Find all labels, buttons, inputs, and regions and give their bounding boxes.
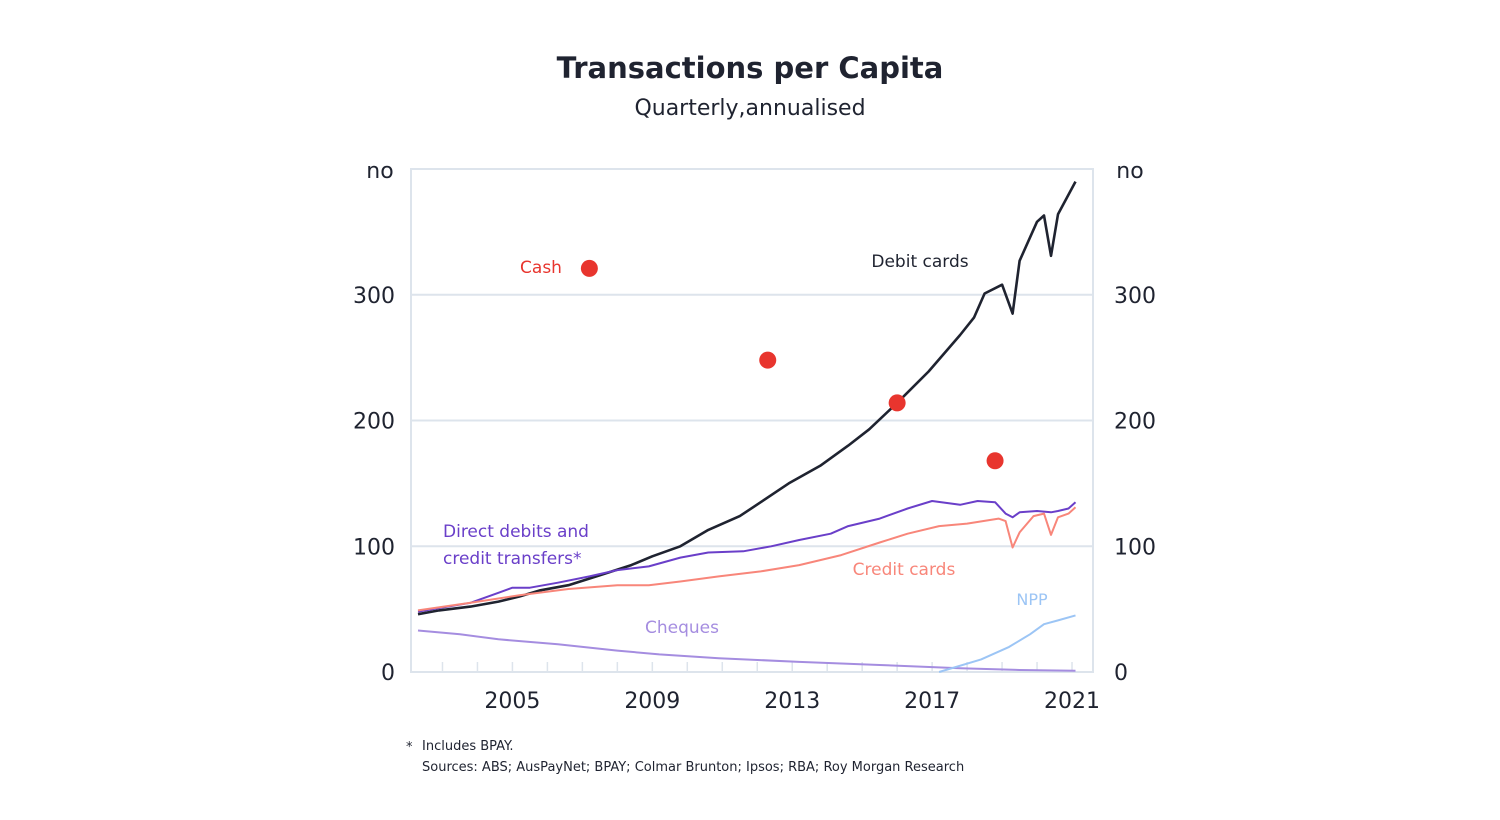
x-tick-label: 2021 — [1044, 689, 1100, 714]
y-tick-label-left: 100 — [353, 535, 395, 560]
y-unit-left: no — [366, 159, 393, 184]
footnote-note: Includes BPAY. — [422, 739, 513, 754]
y-unit-right: no — [1116, 159, 1143, 184]
x-tick-label: 2005 — [484, 689, 540, 714]
label-debit: Debit cards — [871, 252, 968, 272]
label-npp: NPP — [1016, 590, 1048, 609]
x-tick-label: 2013 — [764, 689, 820, 714]
label-cheques: Cheques — [645, 618, 719, 638]
label-cash: Cash — [520, 258, 562, 278]
series-line-npp — [938, 614, 1076, 673]
label-credit: Credit cards — [853, 560, 956, 580]
y-tick-label-right: 200 — [1114, 410, 1156, 435]
x-tick-label: 2009 — [624, 689, 680, 714]
y-tick-label-left: 200 — [353, 410, 395, 435]
chart-title: Transactions per Capita — [557, 51, 944, 85]
cash-point — [759, 351, 777, 369]
y-tick-label-right: 100 — [1114, 535, 1156, 560]
cash-point — [580, 259, 598, 277]
y-tick-label-left: 300 — [353, 284, 395, 309]
series-line-debit — [417, 180, 1077, 616]
y-tick-label-right: 300 — [1114, 284, 1156, 309]
y-tick-label-right: 0 — [1114, 661, 1128, 686]
y-tick-label-left: 0 — [381, 661, 395, 686]
series-line-credit — [417, 506, 1077, 612]
series-line-direct — [417, 500, 1077, 613]
footnote-star: * — [406, 740, 413, 755]
footnote-sources: Sources: ABS; AusPayNet; BPAY; Colmar Br… — [422, 760, 964, 775]
x-tick-label: 2017 — [904, 689, 960, 714]
cash-point — [888, 394, 906, 412]
series-line-cheques — [417, 629, 1076, 672]
label-direct-1: Direct debits and — [443, 522, 589, 542]
label-direct-2: credit transfers* — [443, 549, 582, 569]
chart-subtitle: Quarterly,annualised — [634, 96, 865, 121]
cash-point — [986, 452, 1004, 470]
